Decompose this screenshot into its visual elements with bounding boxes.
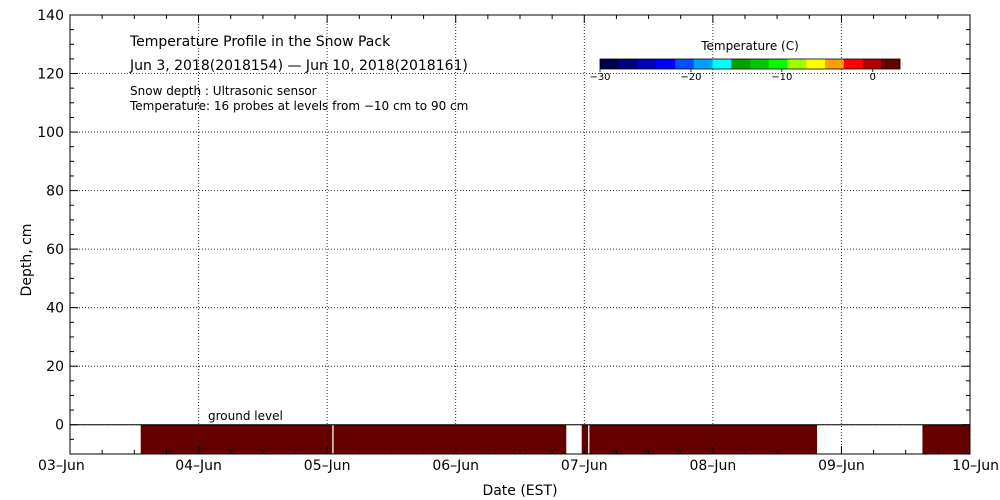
colorbar-title: Temperature (C) xyxy=(700,39,799,53)
temperature-segment xyxy=(333,424,567,454)
colorbar-swatch xyxy=(675,59,695,69)
colorbar-swatch xyxy=(637,59,657,69)
y-tick-label: 60 xyxy=(46,242,64,258)
y-tick-label: 140 xyxy=(37,8,64,24)
colorbar-swatch xyxy=(862,59,882,69)
colorbar-swatch xyxy=(806,59,826,69)
colorbar-frame xyxy=(599,58,901,70)
x-tick-label: 05–Jun xyxy=(304,458,351,474)
colorbar-swatch xyxy=(768,59,788,69)
y-axis-title: Depth, cm xyxy=(19,224,35,297)
colorbar-swatch xyxy=(881,59,901,69)
colorbar-swatch xyxy=(693,59,713,69)
note-temperature-probes: Temperature: 16 probes at levels from −1… xyxy=(129,99,468,113)
gridlines xyxy=(70,15,970,454)
ground-level-label: ground level xyxy=(208,409,283,423)
colorbar-swatch xyxy=(656,59,676,69)
temperature-segment xyxy=(589,424,817,454)
colorbar-swatch xyxy=(843,59,863,69)
x-tick-label: 10–Jun xyxy=(952,458,999,474)
temperature-segments xyxy=(140,424,970,454)
x-tick-label: 04–Jun xyxy=(175,458,222,474)
colorbar-tick-label: 0 xyxy=(870,72,876,83)
y-tick-label: 40 xyxy=(46,301,64,317)
colorbar-swatch xyxy=(618,59,638,69)
x-tick-label: 06–Jun xyxy=(432,458,479,474)
temperature-segment xyxy=(581,424,589,454)
x-tick-label: 08–Jun xyxy=(690,458,737,474)
colorbar-swatch xyxy=(750,59,770,69)
plot-frame xyxy=(69,14,971,455)
temperature-segment xyxy=(922,424,970,454)
chart-title: Temperature Profile in the Snow Pack xyxy=(129,34,391,50)
colorbar: Temperature (C) −30 −20 −10 0 xyxy=(589,39,901,83)
colorbar-tick-label: −10 xyxy=(771,72,792,83)
x-tick-label: 07–Jun xyxy=(561,458,608,474)
y-tick-label: 20 xyxy=(46,359,64,375)
colorbar-tick-label: −20 xyxy=(680,72,701,83)
colorbar-swatch xyxy=(825,59,845,69)
y-tick-label: 0 xyxy=(55,418,64,434)
x-tick-label: 09–Jun xyxy=(818,458,865,474)
y-tick-label: 80 xyxy=(46,184,64,200)
colorbar-swatch xyxy=(600,59,620,69)
x-tick-label: 03–Jun xyxy=(38,458,85,474)
chart-subtitle: Jun 3, 2018(2018154) — Jun 10, 2018(2018… xyxy=(129,58,468,74)
note-snow-depth: Snow depth : Ultrasonic sensor xyxy=(130,84,317,98)
axes: 0 20 40 60 80 100 120 140 03–Jun 04–Jun 05–Jun 06–J… xyxy=(37,8,999,474)
colorbar-swatch xyxy=(731,59,751,69)
y-tick-label: 120 xyxy=(37,67,64,83)
temperature-segment xyxy=(140,424,333,454)
x-axis-title: Date (EST) xyxy=(482,483,557,499)
colorbar-swatch xyxy=(712,59,732,69)
colorbar-tick-label: −30 xyxy=(589,72,610,83)
colorbar-swatch xyxy=(787,59,807,69)
y-tick-label: 100 xyxy=(37,125,64,141)
